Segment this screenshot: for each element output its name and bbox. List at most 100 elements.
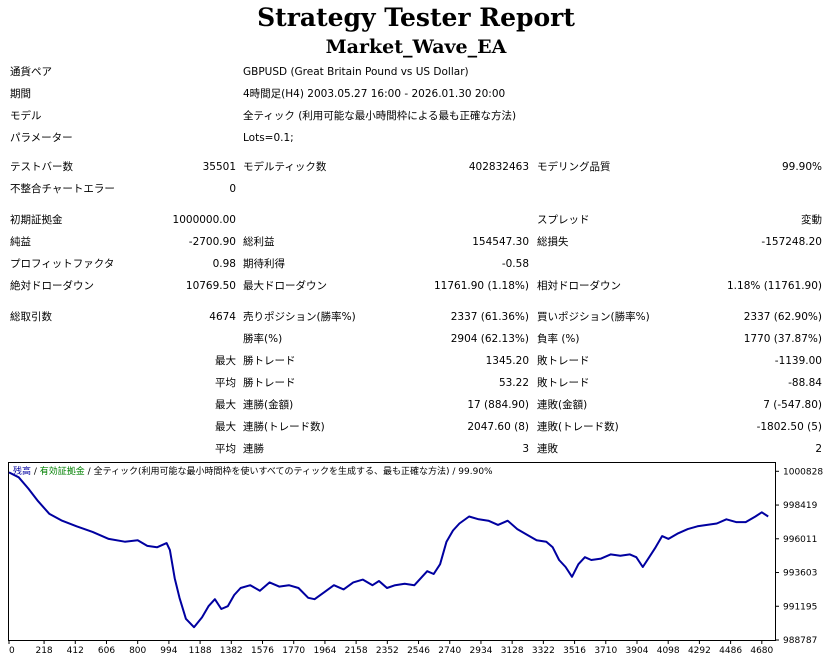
max-consecutive-wins-value: 17 (884.90) <box>467 399 529 411</box>
x-tick-label: 2158 <box>345 646 368 656</box>
average-loss-label: 敗トレード <box>537 377 590 389</box>
maximal-consecutive-profit-label: 連勝(トレード数) <box>243 421 325 433</box>
x-tick-label: 1770 <box>282 646 305 656</box>
maximal-drawdown-label: 最大ドローダウン <box>243 280 327 292</box>
average-word: 平均 <box>215 377 236 389</box>
legend-equity: 有効証拠金 <box>40 465 85 477</box>
quality-value: 99.90% <box>781 161 822 173</box>
x-tick-label: 800 <box>129 646 146 656</box>
x-tick-label: 4486 <box>719 646 742 656</box>
x-tick-label: 606 <box>98 646 115 656</box>
y-tick-label: 998419 <box>783 501 818 511</box>
total-trades-label: 総取引数 <box>10 311 52 323</box>
symbol-label: 通貨ペア <box>10 66 52 78</box>
quality-label: モデリング品質 <box>537 161 611 173</box>
maximal-drawdown-value: 11761.90 (1.18%) <box>434 280 529 292</box>
y-tick-label: 1000828 <box>783 467 823 477</box>
average-consecutive-wins-value: 3 <box>522 443 529 455</box>
legend-model: 全ティック(利用可能な最小時間枠を使いすべてのティックを生成する、最も正確な方法… <box>94 465 450 477</box>
legend-balance: 残高 / 有効証拠金 / 全ティック(利用可能な最小時間枠を使いすべてのティック… <box>13 465 493 477</box>
legend-separator: / <box>31 467 40 477</box>
gross-profit-value: 154547.30 <box>472 236 529 248</box>
y-tick-label: 988787 <box>783 636 817 646</box>
x-tick-label: 2352 <box>376 646 399 656</box>
ticks-label: モデルティック数 <box>243 161 327 173</box>
x-tick-label: 412 <box>67 646 84 656</box>
net-profit-label: 純益 <box>10 236 31 248</box>
profit-trades-value: 2904 (62.13%) <box>450 333 529 345</box>
maximal-consecutive-loss-label: 連敗(トレード数) <box>537 421 619 433</box>
x-tick-label: 994 <box>160 646 177 656</box>
y-tick-label: 991195 <box>783 602 817 612</box>
maximal-consecutive-loss-value: -1802.50 (5) <box>756 421 822 433</box>
mismatch-value: 0 <box>229 183 236 195</box>
profit-trades-label: 勝率(%) <box>243 333 283 345</box>
largest-win-value: 1345.20 <box>485 355 529 367</box>
total-trades-value: 4674 <box>209 311 236 323</box>
short-positions-label: 売りポジション(勝率%) <box>243 311 356 323</box>
average-consecutive-losses-value: 2 <box>815 443 822 455</box>
x-tick-label: 3322 <box>532 646 555 656</box>
bars-label: テストバー数 <box>10 161 73 173</box>
period-label: 期間 <box>10 88 31 100</box>
average-win-value: 53.22 <box>498 377 529 389</box>
x-tick-label: 1576 <box>251 646 274 656</box>
maximal-consecutive-word: 最大 <box>215 421 236 433</box>
symbol-value: GBPUSD (Great Britain Pound vs US Dollar… <box>243 66 469 78</box>
ticks-value: 402832463 <box>468 161 529 173</box>
legend-separator: / <box>85 467 94 477</box>
long-positions-value: 2337 (62.90%) <box>743 311 822 323</box>
profit-factor-value: 0.98 <box>212 258 236 270</box>
legend-separator: / <box>450 467 459 477</box>
long-positions-label: 買いポジション(勝率%) <box>537 311 650 323</box>
loss-trades-label: 負率 (%) <box>537 333 580 345</box>
x-tick-label: 2546 <box>407 646 430 656</box>
net-profit-value: -2700.90 <box>188 236 236 248</box>
x-tick-label: 1188 <box>189 646 212 656</box>
max-consecutive-losses-value: 7 (-547.80) <box>763 399 822 411</box>
ea-name: Market_Wave_EA <box>325 36 507 58</box>
parameters-label: パラメーター <box>10 132 73 144</box>
gross-loss-value: -157248.20 <box>761 236 822 248</box>
x-tick-label: 218 <box>35 646 52 656</box>
average-win-label: 勝トレード <box>243 377 296 389</box>
loss-trades-value: 1770 (37.87%) <box>743 333 822 345</box>
max-consecutive-word: 最大 <box>215 399 236 411</box>
relative-drawdown-value: 1.18% (11761.90) <box>727 280 822 292</box>
average-loss-value: -88.84 <box>788 377 822 389</box>
deposit-value: 1000000.00 <box>172 214 236 226</box>
balance-line <box>8 471 769 629</box>
model-value: 全ティック (利用可能な最小時間枠による最も正確な方法) <box>243 110 517 122</box>
x-tick-label: 1382 <box>220 646 243 656</box>
parameters-value: Lots=0.1; <box>243 132 294 144</box>
largest-loss-value: -1139.00 <box>774 355 822 367</box>
period-value: 4時間足(H4) 2003.05.27 16:00 - 2026.01.30 2… <box>243 88 506 100</box>
spread-label: スプレッド <box>537 214 590 226</box>
expected-payoff-label: 期待利得 <box>243 258 285 270</box>
x-tick-label: 3904 <box>626 646 649 656</box>
deposit-label: 初期証拠金 <box>10 214 63 226</box>
average-consecutive-losses-label: 連敗 <box>537 443 558 455</box>
short-positions-value: 2337 (61.36%) <box>450 311 529 323</box>
spread-value: 変動 <box>801 214 822 226</box>
maximal-consecutive-profit-value: 2047.60 (8) <box>467 421 529 433</box>
x-tick-label: 1964 <box>313 646 336 656</box>
expected-payoff-value: -0.58 <box>501 258 529 270</box>
gross-loss-label: 総損失 <box>537 236 569 248</box>
y-axis: 1000828 998419 996011 993603 991195 988787 <box>775 467 823 646</box>
chart-frame <box>8 462 776 641</box>
x-tick-label: 2740 <box>438 646 461 656</box>
average-consecutive-wins-label: 連勝 <box>243 443 264 455</box>
y-tick-label: 996011 <box>783 535 817 545</box>
gross-profit-label: 総利益 <box>243 236 275 248</box>
x-tick-label: 2934 <box>470 646 493 656</box>
average-consecutive-word: 平均 <box>215 443 236 455</box>
y-tick-label: 993603 <box>783 569 817 579</box>
x-tick-label: 4292 <box>688 646 711 656</box>
x-tick-label: 4680 <box>750 646 773 656</box>
largest-loss-label: 敗トレード <box>537 355 590 367</box>
x-tick-label: 3710 <box>594 646 617 656</box>
legend-quality: 99.90% <box>458 467 493 477</box>
x-axis: 0 218 412 606 800 994 1188 1382 1576 1770 1964 2158… <box>8 640 774 656</box>
x-tick-label: 4098 <box>657 646 680 656</box>
